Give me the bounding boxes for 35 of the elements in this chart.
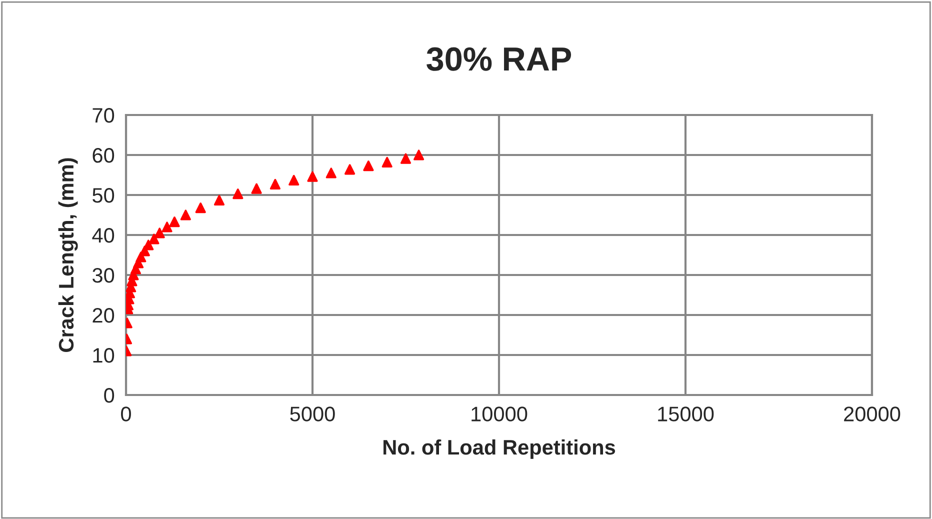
point [307, 171, 318, 182]
x-tick-label: 20000 [844, 406, 900, 422]
point [232, 188, 244, 200]
y-tick-label: 70 [92, 108, 114, 123]
y-axis-title: Crack Length, (mm) [58, 158, 78, 352]
y-tick-label: 0 [104, 388, 114, 403]
point [251, 183, 262, 194]
point [400, 153, 412, 164]
point [162, 222, 172, 232]
point [344, 164, 356, 175]
x-axis-title: No. of Load Repetitions [384, 439, 616, 459]
point [414, 150, 424, 160]
point [148, 234, 160, 244]
y-tick-label: 60 [92, 148, 114, 163]
point [180, 210, 191, 220]
y-tick-label: 50 [92, 188, 114, 203]
x-tick-label: 0 [121, 406, 131, 422]
point [288, 174, 300, 186]
y-tick-label: 30 [92, 268, 114, 283]
point [154, 228, 165, 238]
x-tick-label: 15000 [658, 406, 714, 422]
point [326, 168, 336, 178]
chart-title: 30% RAP [426, 47, 572, 71]
point [270, 178, 280, 190]
point [169, 216, 180, 228]
point [363, 160, 374, 172]
x-tick-label: 5000 [290, 406, 335, 422]
point [143, 240, 154, 250]
point [214, 194, 225, 206]
y-tick-label: 10 [93, 348, 114, 363]
y-tick-label: 40 [92, 228, 114, 243]
x-tick-label: 10000 [472, 406, 528, 422]
point [382, 156, 392, 168]
point [195, 202, 206, 214]
y-tick-label: 20 [92, 308, 114, 323]
